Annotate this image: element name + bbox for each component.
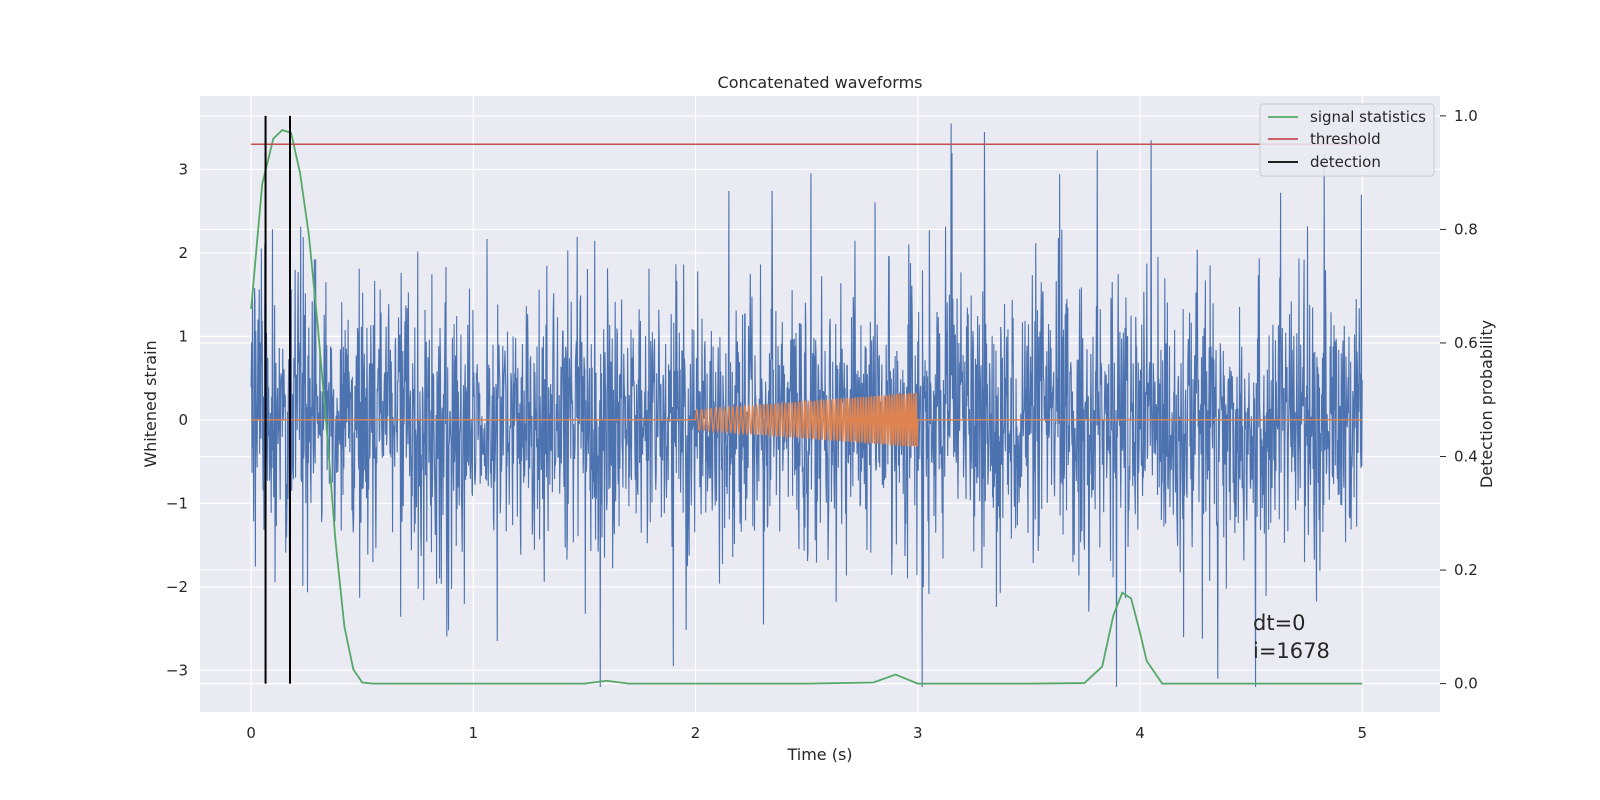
y2-tick-label: 0.8 (1454, 220, 1478, 238)
annotation-dt: dt=0 (1253, 611, 1306, 635)
y-tick-label: 3 (178, 160, 188, 178)
x-tick-label: 2 (691, 724, 701, 742)
y-axis-ticks: −3 −2 −1 0 1 2 3 (166, 160, 188, 679)
x-axis-label: Time (s) (786, 745, 852, 764)
x-tick-label: 4 (1135, 724, 1145, 742)
y-tick-label: −2 (166, 578, 188, 596)
y2-axis-ticks: 0.0 0.2 0.4 0.6 0.8 1.0 (1440, 107, 1478, 693)
x-axis-ticks: 0 1 2 3 4 5 (246, 724, 1367, 742)
detection-lines (264, 115, 291, 684)
legend-label-detection: detection (1310, 153, 1381, 171)
waveform-series (251, 392, 1363, 448)
y2-tick-label: 0.0 (1454, 675, 1478, 693)
x-tick-label: 5 (1357, 724, 1367, 742)
y-tick-label: 2 (178, 244, 188, 262)
plot-area (250, 115, 1363, 687)
x-tick-label: 3 (913, 724, 923, 742)
y2-tick-label: 0.4 (1454, 448, 1478, 466)
y-axis-label: Whitened strain (141, 340, 160, 467)
y-tick-label: −3 (166, 661, 188, 679)
legend-label-threshold: threshold (1310, 130, 1381, 148)
legend: signal statistics threshold detection (1259, 103, 1435, 177)
legend-box (1259, 103, 1435, 177)
y-tick-label: 1 (178, 327, 188, 345)
y2-tick-label: 1.0 (1454, 107, 1478, 125)
legend-label-signal-statistics: signal statistics (1310, 108, 1426, 126)
y-tick-label: 0 (178, 411, 188, 429)
y2-axis-label: Detection probability (1477, 320, 1496, 488)
signal-statistics-series (250, 129, 1363, 685)
x-tick-label: 1 (469, 724, 479, 742)
y-tick-label: −1 (166, 494, 188, 512)
y2-tick-label: 0.2 (1454, 561, 1478, 579)
x-tick-label: 0 (246, 724, 256, 742)
noise-series (250, 123, 1363, 687)
y2-tick-label: 0.6 (1454, 334, 1478, 352)
annotation-index: i=1678 (1253, 639, 1330, 663)
chart-title: Concatenated waveforms (718, 73, 923, 92)
